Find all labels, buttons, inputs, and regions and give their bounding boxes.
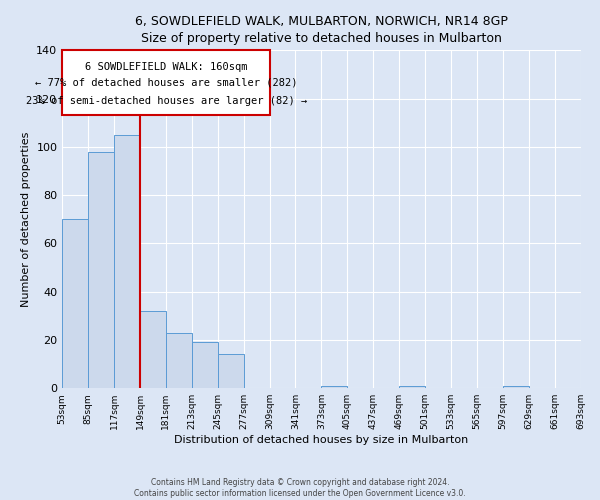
Bar <box>218 354 244 388</box>
Text: Contains HM Land Registry data © Crown copyright and database right 2024.
Contai: Contains HM Land Registry data © Crown c… <box>134 478 466 498</box>
Text: ← 77% of detached houses are smaller (282): ← 77% of detached houses are smaller (28… <box>35 78 298 88</box>
X-axis label: Distribution of detached houses by size in Mulbarton: Distribution of detached houses by size … <box>174 435 469 445</box>
Y-axis label: Number of detached properties: Number of detached properties <box>21 132 31 307</box>
Bar <box>503 386 529 388</box>
Bar <box>114 135 140 388</box>
Text: 23% of semi-detached houses are larger (82) →: 23% of semi-detached houses are larger (… <box>26 96 307 106</box>
Bar <box>322 386 347 388</box>
Bar <box>192 342 218 388</box>
FancyBboxPatch shape <box>62 50 271 116</box>
Bar <box>88 152 114 388</box>
Bar <box>140 311 166 388</box>
Bar <box>166 332 192 388</box>
Bar <box>62 220 88 388</box>
Title: 6, SOWDLEFIELD WALK, MULBARTON, NORWICH, NR14 8GP
Size of property relative to d: 6, SOWDLEFIELD WALK, MULBARTON, NORWICH,… <box>135 15 508 45</box>
Bar <box>399 386 425 388</box>
Text: 6 SOWDLEFIELD WALK: 160sqm: 6 SOWDLEFIELD WALK: 160sqm <box>85 62 248 72</box>
